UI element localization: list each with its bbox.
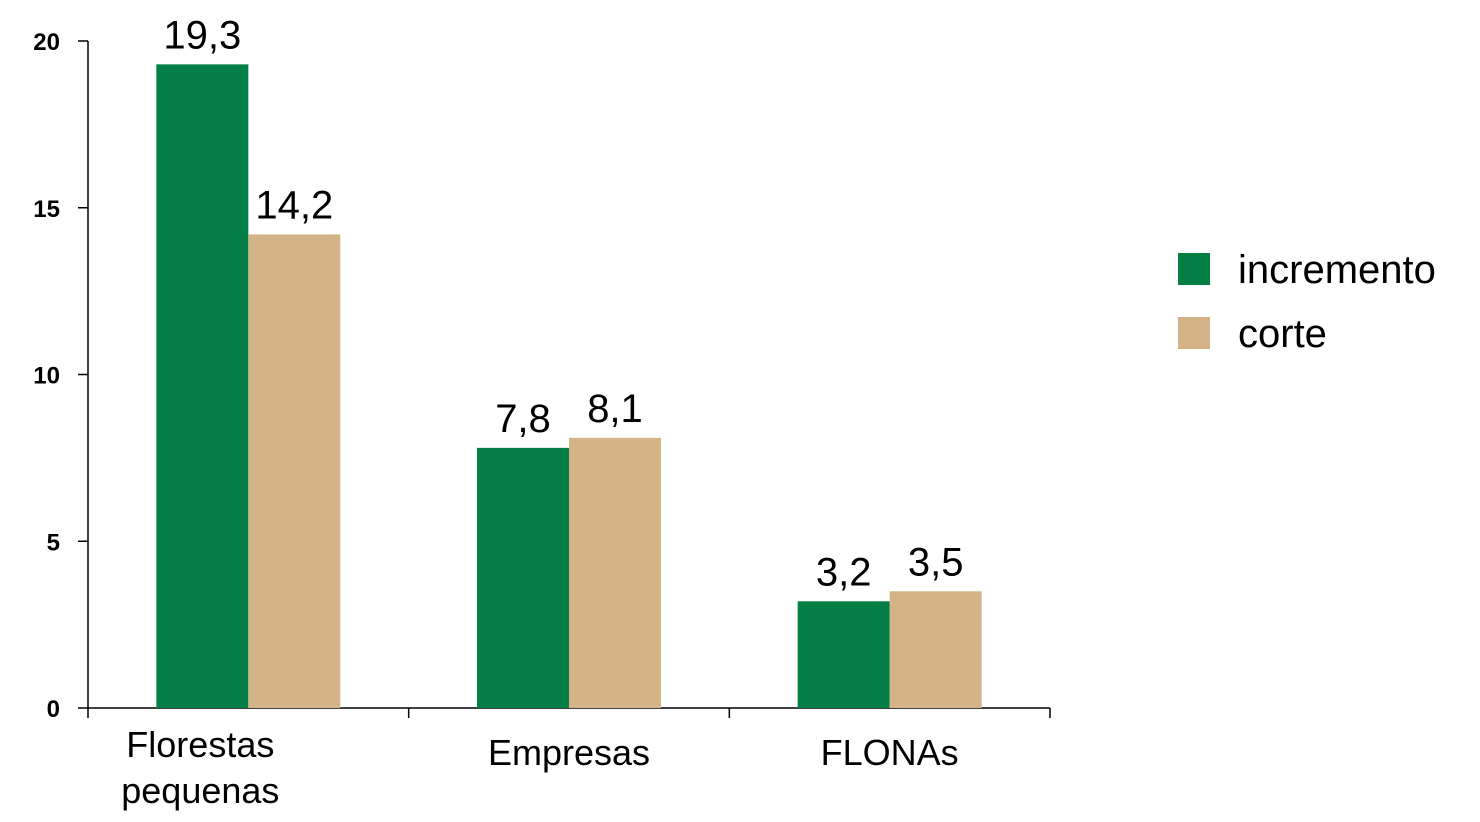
y-tick-label: 10 bbox=[33, 363, 60, 390]
data-labels: 19,3 7,8 3,2 14,2 8,1 3,5 bbox=[163, 13, 963, 594]
data-label: 7,8 bbox=[495, 397, 551, 441]
bar-corte bbox=[569, 437, 661, 708]
legend: incremento corte bbox=[1178, 248, 1436, 356]
data-label: 8,1 bbox=[587, 387, 643, 431]
y-tick-label: 15 bbox=[33, 196, 60, 223]
bar-corte bbox=[248, 234, 341, 708]
legend-swatch-incremento bbox=[1178, 253, 1210, 285]
bar-corte bbox=[889, 591, 982, 708]
data-label: 3,5 bbox=[908, 540, 964, 584]
data-label: 19,3 bbox=[163, 13, 241, 57]
bar-incremento bbox=[797, 601, 890, 708]
axes: 0 5 10 15 20 Florestas pequenas Empresas FLONAs bbox=[33, 29, 1051, 811]
legend-label: incremento bbox=[1238, 248, 1436, 292]
data-label: 3,2 bbox=[816, 550, 872, 594]
y-tick-label: 0 bbox=[47, 696, 60, 723]
bar-incremento bbox=[156, 64, 249, 709]
data-label: 14,2 bbox=[255, 183, 333, 227]
bars bbox=[156, 64, 982, 709]
bar-incremento bbox=[477, 447, 569, 708]
y-tick-label: 5 bbox=[47, 529, 60, 556]
legend-swatch-corte bbox=[1178, 317, 1210, 349]
x-tick-label: FLONAs bbox=[821, 732, 959, 773]
x-tick-label: Florestas pequenas bbox=[121, 724, 279, 811]
y-tick-label: 20 bbox=[33, 29, 60, 56]
x-tick-label: Empresas bbox=[488, 732, 650, 773]
legend-label: corte bbox=[1238, 312, 1327, 356]
